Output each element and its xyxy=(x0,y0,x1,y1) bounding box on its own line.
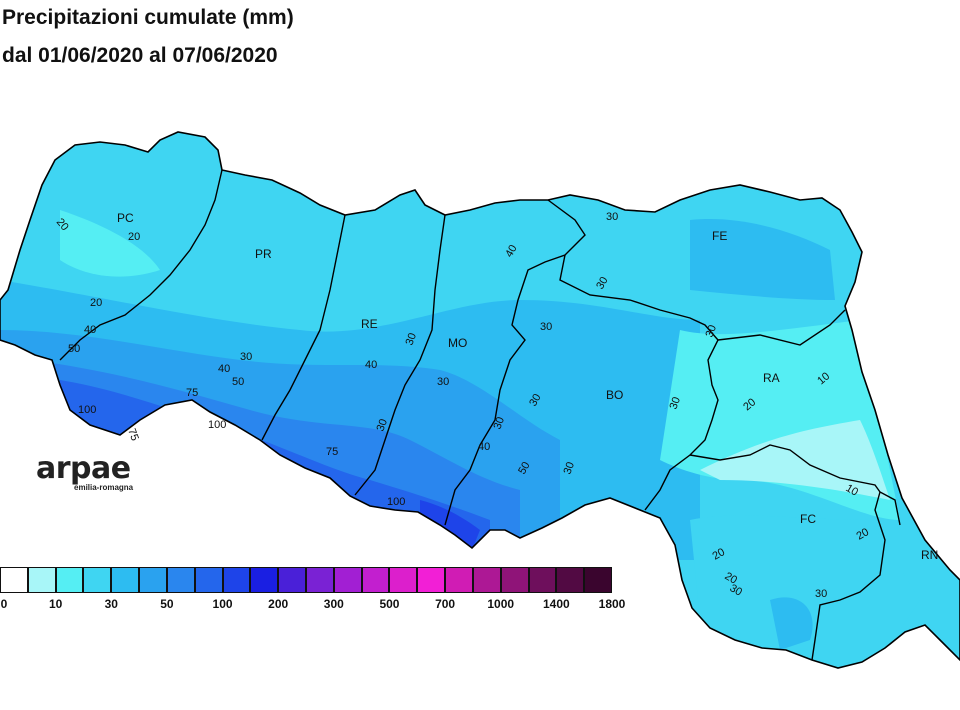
legend-swatch xyxy=(250,567,279,593)
contour-label: 40 xyxy=(478,441,490,453)
legend-swatch xyxy=(500,567,529,593)
province-label: PC xyxy=(117,211,134,225)
contour-label: 30 xyxy=(704,323,719,339)
legend-tick-label: 50 xyxy=(160,597,174,611)
legend-swatch xyxy=(472,567,501,593)
legend-swatch xyxy=(111,567,140,593)
contour-label: 30 xyxy=(728,582,745,599)
contour-label: 40 xyxy=(365,359,377,371)
legend-color-bar xyxy=(0,567,612,593)
contour-label: 20 xyxy=(723,570,740,587)
contour-label: 100 xyxy=(387,496,405,508)
contour-label: 30 xyxy=(815,588,827,600)
legend-tick-label: 0 xyxy=(0,597,8,611)
contour-label: 20 xyxy=(90,297,102,309)
contour-label: 30 xyxy=(668,395,683,411)
legend-swatch xyxy=(306,567,334,593)
contour-labels: 20 20 20 40 50 100 75 100 75 40 50 30 30… xyxy=(54,211,871,600)
contour-label: 50 xyxy=(516,460,533,477)
legend-tick-label: 30 xyxy=(104,597,118,611)
map-subtitle: dal 01/06/2020 al 07/06/2020 xyxy=(2,44,278,67)
legend-swatch xyxy=(417,567,446,593)
province-label: RN xyxy=(921,548,938,562)
logo-wordmark: arpae xyxy=(36,451,131,486)
contour-label: 50 xyxy=(232,376,244,388)
legend-swatch xyxy=(333,567,362,593)
legend-swatch xyxy=(278,567,306,593)
legend-swatch xyxy=(166,567,195,593)
contour-label: 100 xyxy=(208,419,226,431)
logo-subtitle: emilia-romagna xyxy=(74,483,134,492)
map-title: Precipitazioni cumulate (mm) xyxy=(2,6,294,29)
legend-tick-label: 10 xyxy=(48,597,63,611)
arpae-logo: arpae emilia-romagna xyxy=(36,451,134,493)
contour-label: 40 xyxy=(218,363,230,375)
province-label: FE xyxy=(712,229,727,243)
legend-swatch xyxy=(222,567,251,593)
legend-tick-label: 300 xyxy=(323,597,344,611)
contour-label: 75 xyxy=(326,446,338,458)
contour-label: 30 xyxy=(240,351,252,363)
contour-label: 20 xyxy=(128,231,140,243)
legend-swatch xyxy=(528,567,557,593)
province-label: PR xyxy=(255,247,272,261)
province-label: FC xyxy=(800,512,816,526)
legend-tick-label: 700 xyxy=(435,597,456,611)
province-label: MO xyxy=(448,336,467,350)
legend-swatch xyxy=(556,567,585,593)
province-label: RE xyxy=(361,317,378,331)
legend-swatch xyxy=(194,567,223,593)
legend-tick-label: 100 xyxy=(212,597,233,611)
legend-tick-label: 1400 xyxy=(543,597,570,611)
legend-swatch xyxy=(361,567,390,593)
contour-label: 50 xyxy=(68,343,80,355)
legend-swatch xyxy=(83,567,112,593)
contour-label: 30 xyxy=(606,211,618,223)
contour-label: 40 xyxy=(84,324,96,336)
contour-label: 75 xyxy=(125,427,140,443)
legend-tick-label: 200 xyxy=(268,597,289,611)
legend-tick-label: 1800 xyxy=(598,597,626,611)
contour-label: 30 xyxy=(404,331,419,347)
contour-label: 30 xyxy=(437,376,449,388)
province-label: BO xyxy=(606,388,623,402)
contour-label: 30 xyxy=(527,392,544,409)
contour-label: 30 xyxy=(540,321,552,333)
contour-label: 75 xyxy=(186,387,198,399)
legend-swatch xyxy=(584,567,612,593)
contour-label: 100 xyxy=(78,404,96,416)
contour-label: 10 xyxy=(844,482,861,499)
contour-label: 40 xyxy=(503,243,520,260)
province-borders xyxy=(59,169,901,661)
contour-label: 20 xyxy=(855,526,872,543)
legend-swatch xyxy=(389,567,418,593)
legend-swatch xyxy=(0,567,28,593)
legend-tick-label: 1000 xyxy=(487,597,515,611)
legend-swatch xyxy=(55,567,84,593)
province-label: RA xyxy=(763,371,780,385)
contour-label: 30 xyxy=(594,275,611,292)
legend-tick-label: 500 xyxy=(379,597,400,611)
contour-label: 30 xyxy=(375,417,390,433)
legend-swatch xyxy=(27,567,56,593)
province-labels: PC PR RE MO BO FE RA FC RN xyxy=(117,211,938,562)
legend-swatch xyxy=(445,567,473,593)
legend-swatch xyxy=(139,567,167,593)
precipitation-legend: 0 10 30 50 100 200 300 500 700 1000 1400 1800 xyxy=(0,567,625,613)
contour-label: 30 xyxy=(562,460,577,476)
contour-label: 30 xyxy=(492,415,507,431)
contour-label: 20 xyxy=(711,546,728,563)
